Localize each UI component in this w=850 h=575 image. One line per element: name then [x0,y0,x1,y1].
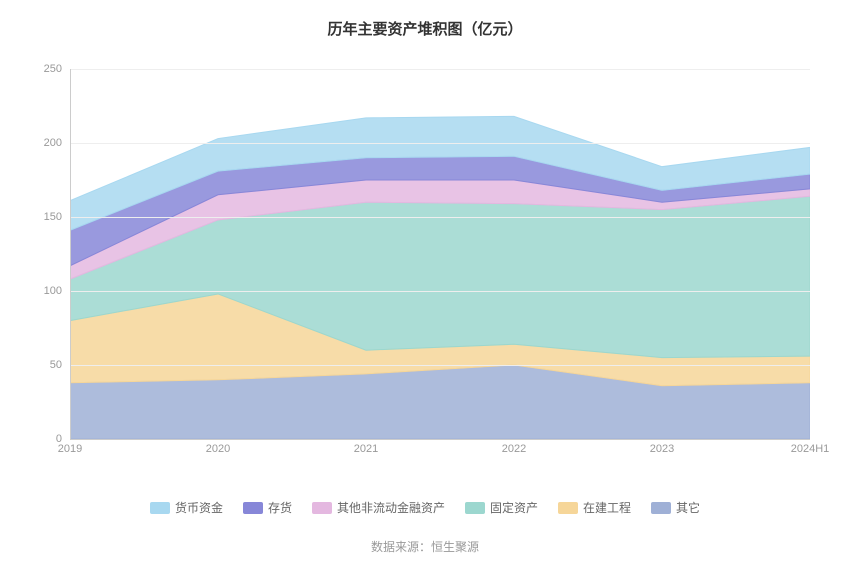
x-axis-line [70,439,810,440]
legend-item[interactable]: 在建工程 [558,499,631,516]
chart-title: 历年主要资产堆积图（亿元） [30,18,820,39]
legend-label: 货币资金 [175,499,223,516]
y-tick-label: 100 [44,285,62,297]
data-source-label: 数据来源：恒生聚源 [30,538,820,555]
legend-label: 固定资产 [490,499,538,516]
legend-label: 其它 [676,499,700,516]
legend-item[interactable]: 其他非流动金融资产 [312,499,445,516]
x-tick-label: 2021 [354,443,378,455]
legend-swatch [558,502,578,514]
legend-label: 其他非流动金融资产 [337,499,445,516]
y-axis-line [70,69,71,439]
legend-label: 在建工程 [583,499,631,516]
legend-item[interactable]: 固定资产 [465,499,538,516]
y-tick-label: 50 [50,359,62,371]
y-axis: 050100150200250 [30,69,70,439]
legend-item[interactable]: 存货 [243,499,292,516]
legend-swatch [465,502,485,514]
grid-line [70,143,810,144]
x-tick-label: 2022 [502,443,526,455]
chart-legend: 货币资金 存货 其他非流动金融资产 固定资产 在建工程 其它 [30,499,820,516]
legend-swatch [651,502,671,514]
stacked-area-plot [70,69,810,439]
x-axis: 201920202021202220232024H1 [70,439,810,459]
legend-item[interactable]: 其它 [651,499,700,516]
chart-plot-area: 050100150200250 201920202021202220232024… [70,69,810,439]
x-tick-label: 2020 [206,443,230,455]
legend-label: 存货 [268,499,292,516]
grid-line [70,217,810,218]
grid-line [70,69,810,70]
x-tick-label: 2019 [58,443,82,455]
y-tick-label: 250 [44,63,62,75]
chart-container: 历年主要资产堆积图（亿元） 050100150200250 2019202020… [0,0,850,575]
legend-item[interactable]: 货币资金 [150,499,223,516]
y-tick-label: 200 [44,137,62,149]
grid-line [70,365,810,366]
x-tick-label: 2023 [650,443,674,455]
legend-swatch [312,502,332,514]
x-tick-label: 2024H1 [791,443,830,455]
legend-swatch [150,502,170,514]
grid-line [70,291,810,292]
legend-swatch [243,502,263,514]
y-tick-label: 150 [44,211,62,223]
